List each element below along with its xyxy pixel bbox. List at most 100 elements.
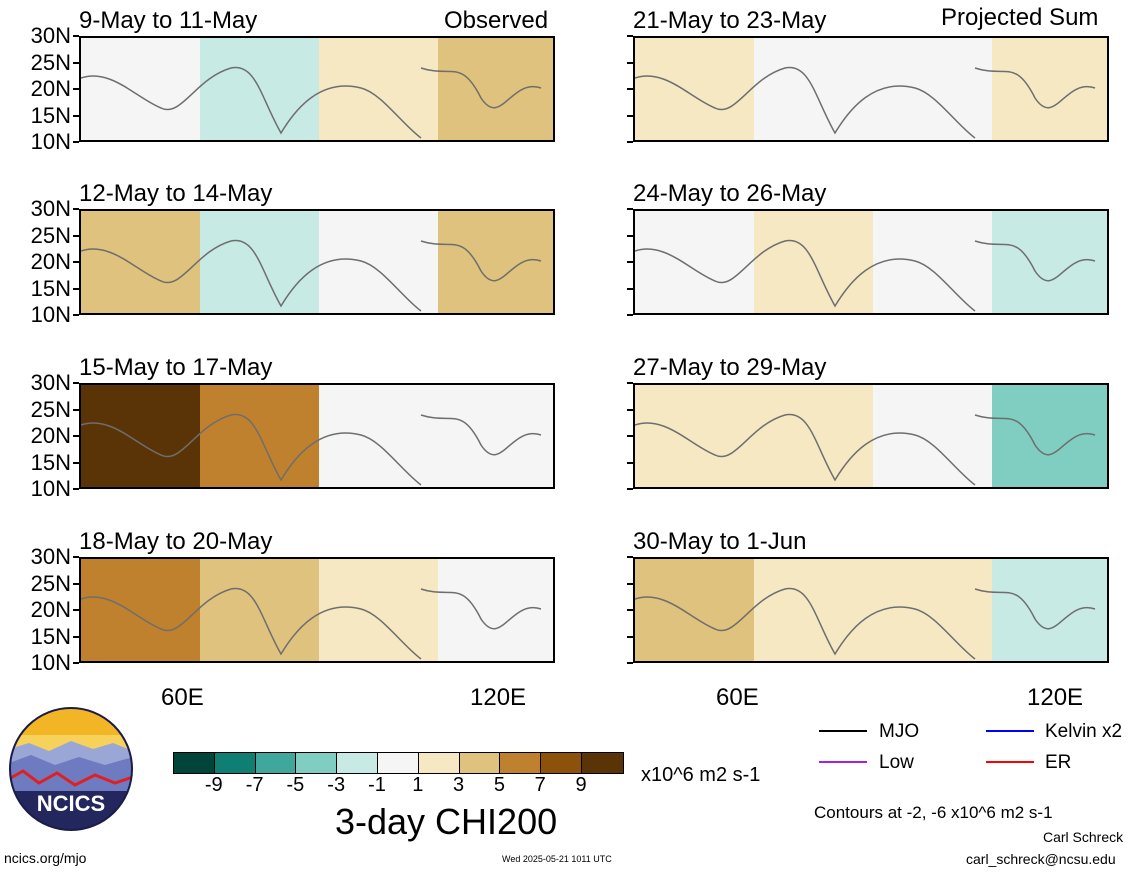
colorbar-tick-label: 9 [575, 774, 587, 796]
lat-label: 20N [30, 76, 71, 101]
lat-tick [73, 556, 79, 558]
anomaly-band [81, 559, 201, 661]
lat-tick [627, 382, 633, 384]
anomaly-band [438, 385, 553, 487]
lon-label-120e-left: 120E [470, 684, 527, 711]
anomaly-band [81, 38, 201, 140]
coastline [635, 66, 1096, 139]
lat-tick [73, 61, 79, 64]
colorbar [173, 752, 624, 774]
lat-tick [73, 141, 79, 143]
legend-note: Contours at -2, -6 x10^6 m2 s-1 [814, 803, 1053, 822]
lon-label-120e-right: 120E [1027, 684, 1084, 711]
coastline [635, 239, 1096, 312]
lat-tick [73, 408, 79, 411]
coastline [81, 413, 542, 486]
anomaly-band [438, 211, 553, 313]
colorbar-tick-label: -7 [245, 774, 264, 796]
map-panel [79, 209, 555, 315]
lat-label: 10N [30, 650, 71, 675]
legend-swatch-low [819, 761, 867, 763]
anomaly-band [319, 211, 439, 313]
lat-label: 25N [30, 222, 71, 248]
lat-label: 15N [30, 102, 71, 128]
panel-title: 24-May to 26-May [633, 180, 827, 207]
lat-label: 20N [30, 423, 71, 448]
legend-swatch-er [986, 761, 1034, 763]
lat-tick [73, 609, 79, 611]
anomaly-band [438, 38, 553, 140]
panel-map-svg [81, 559, 553, 661]
lat-tick [73, 261, 79, 263]
colorbar-swatch [541, 753, 582, 773]
colorbar-tick-label: -5 [286, 774, 305, 796]
legend-label-low: Low [879, 752, 914, 773]
lat-tick [73, 234, 79, 237]
lat-tick [627, 556, 633, 558]
lat-label: 20N [30, 597, 71, 622]
legend-swatch-kelvin [986, 730, 1034, 732]
anomaly-band [319, 385, 439, 487]
lat-tick [73, 461, 79, 464]
lat-tick [627, 61, 633, 64]
colorbar-title: 3-day CHI200 [335, 801, 558, 842]
lat-label: 25N [30, 396, 71, 422]
lat-tick [73, 114, 79, 117]
footer-author: Carl Schreck [1043, 829, 1124, 845]
anomaly-band [635, 559, 755, 661]
lat-tick [627, 35, 633, 37]
colorbar-swatch [214, 753, 256, 773]
lat-tick [627, 234, 633, 237]
lat-tick [73, 635, 79, 638]
coastline [81, 239, 542, 312]
panel-title: 12-May to 14-May [79, 180, 273, 207]
lat-tick [73, 208, 79, 210]
lat-tick [627, 314, 633, 316]
lat-tick [73, 287, 79, 290]
panel-title: 27-May to 29-May [633, 354, 827, 381]
lat-label: 15N [30, 275, 71, 301]
lat-label: 25N [30, 49, 71, 75]
anomaly-band [635, 211, 755, 313]
panel-map-svg [81, 211, 553, 313]
lat-label: 30N [30, 196, 71, 221]
colorbar-swatch [500, 753, 542, 773]
lat-tick [627, 261, 633, 263]
anomaly-band [81, 211, 201, 313]
lat-label: 30N [30, 544, 71, 569]
lat-tick [73, 582, 79, 585]
legend-label-er: ER [1045, 752, 1072, 773]
lat-label: 10N [30, 476, 71, 501]
anomaly-band [438, 559, 553, 661]
observed-label: Observed [444, 7, 549, 34]
map-panel [633, 36, 1109, 142]
colorbar-swatch [459, 753, 501, 773]
anomaly-band [81, 385, 201, 487]
anomaly-band [635, 38, 755, 140]
coastline [81, 587, 542, 660]
lat-label: 25N [30, 570, 71, 596]
colorbar-swatch [337, 753, 378, 773]
lat-tick [627, 488, 633, 490]
footer-email: carl_schreck@ncsu.edu [966, 851, 1116, 867]
lat-tick [627, 208, 633, 210]
lat-tick [627, 582, 633, 585]
logo-text: NCICS [36, 791, 106, 816]
lat-tick [73, 314, 79, 316]
colorbar-swatch [418, 753, 460, 773]
panel-title: 9-May to 11-May [79, 7, 258, 34]
lat-tick [73, 88, 79, 90]
lat-tick [627, 287, 633, 290]
lat-label: 10N [30, 302, 71, 327]
lat-tick [627, 662, 633, 664]
anomaly-band [992, 211, 1107, 313]
map-panel [633, 557, 1109, 663]
panel-title: 18-May to 20-May [79, 528, 273, 555]
lat-tick [627, 435, 633, 437]
lat-tick [627, 609, 633, 611]
panel-map-svg [81, 38, 553, 140]
colorbar-swatch [174, 753, 215, 773]
ncics-logo: NCICS [9, 707, 133, 831]
colorbar-swatch [581, 753, 623, 773]
coastline [635, 587, 1096, 660]
